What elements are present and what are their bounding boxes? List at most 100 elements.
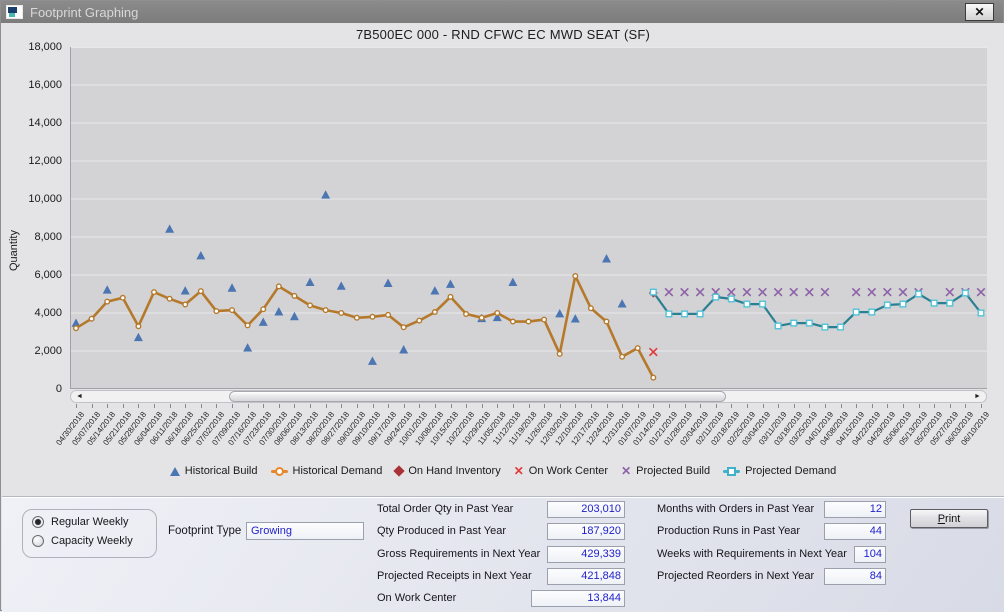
x-tick-label: 05/27/2019	[928, 410, 960, 448]
x-tick-label: 06/11/2018	[148, 410, 180, 447]
x-tick	[934, 404, 936, 408]
stat-field-on-work-center: 13,844	[531, 590, 625, 607]
stat-label-production-runs: Production Runs in Past Year	[657, 525, 801, 537]
x-tick-label: 04/22/2019	[850, 410, 882, 448]
x-tick-label: 11/05/2018	[476, 410, 508, 447]
x-tick	[278, 404, 280, 408]
x-tick-label: 06/25/2018	[179, 410, 211, 448]
x-tick-label: 12/10/2018	[553, 410, 586, 448]
radio-regular-weekly[interactable]: Regular Weekly	[32, 516, 156, 528]
weekly-mode-group: Regular Weekly Capacity Weekly	[22, 509, 157, 558]
x-tick	[715, 404, 717, 408]
x-tick	[824, 404, 826, 408]
scrollbar-thumb[interactable]	[229, 391, 726, 402]
x-tick	[372, 404, 374, 408]
y-tick-label: 10,000	[28, 193, 62, 205]
x-tick-label: 05/14/2018	[85, 410, 118, 448]
x-marker-icon: ✕	[513, 464, 524, 478]
stat-label-projected-receipts: Projected Receipts in Next Year	[377, 570, 532, 582]
x-tick-label: 02/11/2019	[694, 410, 726, 447]
scroll-left-button[interactable]: ◄	[73, 391, 86, 402]
footprint-type-field[interactable]: Growing	[246, 522, 364, 540]
legend-item-label: On Hand Inventory	[408, 465, 501, 477]
x-tick	[762, 404, 764, 408]
chart-title: 7B500EC 000 - RND CFWC EC MWD SEAT (SF)	[355, 27, 651, 42]
x-marker-icon: ✕	[621, 464, 632, 478]
x-tick-label: 07/23/2018	[241, 410, 274, 448]
y-tick-label: 8,000	[34, 231, 62, 243]
x-tick-label: 02/04/2019	[678, 410, 711, 448]
chart-region: 7B500EC 000 - RND CFWC EC MWD SEAT (SF) …	[2, 23, 1004, 496]
x-tick	[871, 404, 873, 408]
title-bar: Footprint Graphing ✕	[1, 1, 1003, 23]
chart-plot	[70, 47, 987, 389]
x-tick-label: 04/08/2019	[818, 410, 851, 448]
scroll-right-button[interactable]: ►	[971, 391, 984, 402]
x-tick-label: 03/04/2019	[740, 410, 773, 448]
x-tick	[949, 404, 951, 408]
x-tick	[154, 404, 155, 408]
radio-label: Regular Weekly	[51, 516, 129, 528]
y-tick-label: 18,000	[28, 41, 62, 53]
x-tick	[544, 404, 546, 408]
x-tick	[793, 404, 795, 408]
x-scrollbar[interactable]: ◄ ►	[70, 390, 987, 403]
x-tick-label: 02/25/2019	[725, 410, 757, 448]
x-tick-label: 10/15/2018	[428, 410, 461, 448]
y-tick-label: 2,000	[34, 345, 62, 357]
x-tick-label: 11/26/2018	[522, 410, 555, 447]
stat-label-gross-requirements: Gross Requirements in Next Year	[377, 548, 541, 560]
radio-capacity-weekly[interactable]: Capacity Weekly	[32, 535, 156, 547]
x-tick-label: 12/31/2018	[600, 410, 633, 448]
x-tick	[637, 404, 639, 408]
x-tick-label: 08/13/2018	[288, 410, 321, 448]
x-tick	[76, 404, 77, 408]
y-tick-label: 16,000	[28, 79, 62, 91]
legend-item: ✕ On Work Center	[514, 465, 608, 477]
x-tick-label: 12/17/2018	[569, 410, 601, 448]
x-tick	[590, 404, 592, 408]
stat-value: 421,848	[581, 570, 621, 582]
stat-value: 187,920	[581, 525, 621, 537]
stat-value: 44	[869, 525, 882, 537]
x-tick-label: 06/03/2019	[943, 410, 976, 448]
x-tick-label: 04/29/2019	[865, 410, 898, 448]
stat-field-months-with-orders: 12	[824, 501, 886, 518]
x-tick	[200, 404, 202, 408]
x-tick-label: 11/12/2018	[491, 410, 523, 447]
y-tick-label: 0	[55, 383, 62, 395]
x-tick	[809, 404, 811, 408]
x-tick-label: 09/10/2018	[350, 410, 383, 448]
y-tick-label: 4,000	[34, 307, 62, 319]
scroll-right-icon: ►	[974, 393, 981, 400]
x-tick	[497, 404, 499, 408]
legend-item: On Hand Inventory	[393, 465, 501, 477]
stat-field-projected-receipts: 421,848	[547, 568, 625, 585]
x-tick	[653, 404, 655, 408]
x-tick	[684, 404, 686, 408]
x-tick	[107, 404, 109, 408]
x-tick-label: 08/27/2018	[319, 410, 352, 448]
x-tick	[403, 404, 405, 408]
x-tick	[169, 404, 171, 408]
x-tick-label: 10/29/2018	[460, 410, 492, 448]
x-tick	[700, 404, 702, 408]
print-button[interactable]: Print	[910, 509, 988, 528]
stat-label-weeks-with-requirements: Weeks with Requirements in Next Year	[657, 548, 847, 560]
stat-label-total-order-qty: Total Order Qty in Past Year	[377, 503, 514, 515]
x-tick	[512, 404, 514, 408]
x-tick-label: 06/18/2018	[163, 410, 196, 448]
x-tick	[388, 404, 390, 408]
x-tick-label: 01/07/2019	[616, 410, 648, 448]
x-tick	[341, 404, 343, 408]
x-tick-label: 08/06/2018	[272, 410, 305, 448]
x-tick	[434, 404, 436, 408]
x-tick-label: 06/10/2019	[959, 410, 992, 448]
x-tick	[481, 404, 483, 408]
stat-field-weeks-with-requirements: 104	[854, 546, 886, 563]
line-square-marker-icon	[723, 466, 741, 476]
x-tick-label: 07/30/2018	[257, 410, 289, 448]
x-tick-label: 09/03/2018	[335, 410, 367, 448]
close-button[interactable]: ✕	[965, 3, 994, 21]
